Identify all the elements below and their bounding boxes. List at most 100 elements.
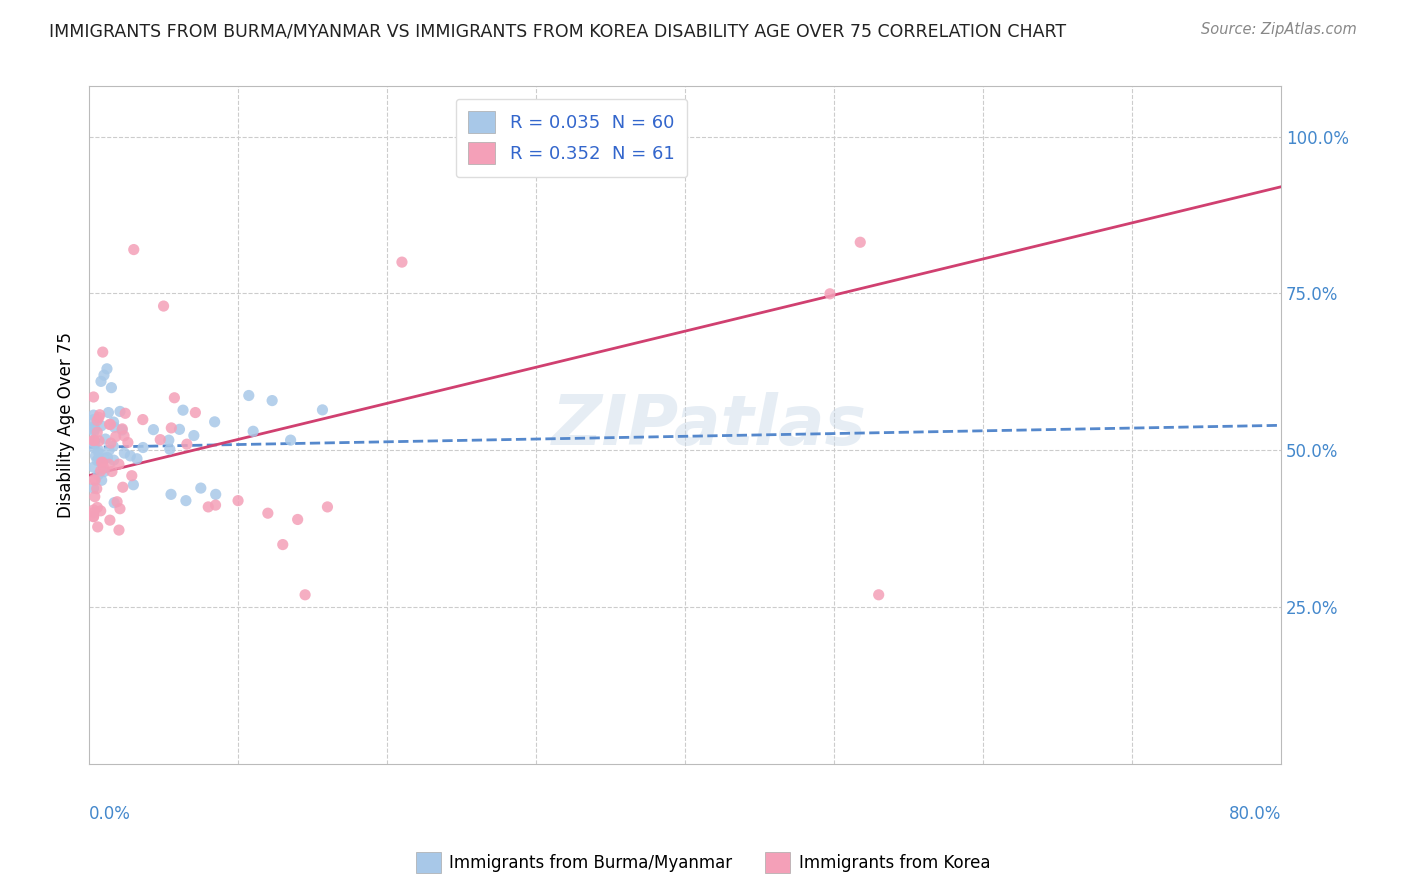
Point	[103, 453, 125, 467]
Point	[311, 402, 333, 417]
Point	[86, 482, 108, 496]
Point	[83, 421, 105, 435]
Point	[86, 413, 108, 427]
Point	[101, 465, 124, 479]
Point	[172, 403, 194, 417]
Point	[111, 423, 134, 437]
Text: 0.0%: 0.0%	[89, 805, 131, 823]
Point	[98, 417, 121, 432]
Point	[83, 434, 105, 448]
Point	[86, 520, 108, 534]
Point	[90, 375, 112, 389]
Point	[84, 473, 107, 487]
Point	[98, 513, 121, 527]
Point	[149, 433, 172, 447]
Point	[90, 455, 112, 469]
Point	[100, 436, 122, 450]
Point	[262, 393, 284, 408]
Point	[132, 441, 155, 455]
Point	[90, 464, 112, 478]
Point	[86, 453, 108, 467]
Point	[152, 299, 174, 313]
Point	[157, 433, 180, 447]
Point	[83, 506, 105, 520]
Point	[111, 422, 134, 436]
Point	[94, 432, 117, 446]
Point	[108, 404, 131, 418]
Point	[316, 500, 339, 514]
Point	[257, 506, 280, 520]
Point	[242, 424, 264, 438]
Point	[122, 477, 145, 491]
Point	[89, 408, 111, 422]
Point	[87, 446, 110, 460]
Point	[83, 441, 105, 455]
Point	[114, 406, 136, 420]
Point	[105, 494, 128, 508]
Point	[97, 406, 120, 420]
Point	[83, 434, 105, 448]
Point	[169, 422, 191, 436]
Point	[87, 443, 110, 458]
Text: ZIPatlas: ZIPatlas	[551, 392, 866, 458]
Point	[90, 418, 112, 433]
Point	[87, 467, 110, 482]
Point	[83, 420, 105, 434]
Point	[83, 435, 105, 450]
Point	[868, 588, 890, 602]
Point	[84, 449, 107, 463]
Point	[83, 490, 105, 504]
Point	[87, 451, 110, 466]
Point	[159, 442, 181, 457]
Point	[103, 496, 125, 510]
Point	[83, 422, 105, 436]
Point	[83, 434, 105, 449]
Point	[83, 503, 105, 517]
Point	[98, 443, 121, 458]
Point	[93, 461, 115, 475]
Point	[183, 428, 205, 442]
Point	[96, 361, 118, 376]
Point	[103, 420, 125, 434]
Point	[818, 286, 841, 301]
Legend: R = 0.035  N = 60, R = 0.352  N = 61: R = 0.035 N = 60, R = 0.352 N = 61	[456, 99, 688, 178]
Point	[93, 368, 115, 383]
Point	[100, 381, 122, 395]
Point	[83, 460, 105, 475]
Point	[84, 434, 107, 449]
Point	[122, 243, 145, 257]
Point	[108, 523, 131, 537]
Point	[93, 465, 115, 479]
Point	[91, 455, 114, 469]
Point	[100, 417, 122, 432]
Y-axis label: Disability Age Over 75: Disability Age Over 75	[58, 333, 75, 518]
Point	[204, 415, 226, 429]
Point	[87, 434, 110, 448]
Point	[238, 388, 260, 402]
Point	[91, 345, 114, 359]
Point	[391, 255, 413, 269]
Point	[83, 435, 105, 450]
Point	[108, 501, 131, 516]
Point	[103, 415, 125, 429]
Point	[83, 434, 105, 449]
Point	[849, 235, 872, 250]
Point	[226, 493, 249, 508]
Point	[174, 493, 197, 508]
Point	[125, 451, 148, 466]
Text: IMMIGRANTS FROM BURMA/MYANMAR VS IMMIGRANTS FROM KOREA DISABILITY AGE OVER 75 CO: IMMIGRANTS FROM BURMA/MYANMAR VS IMMIGRA…	[49, 22, 1066, 40]
Point	[90, 473, 112, 487]
Point	[83, 509, 105, 524]
Point	[104, 429, 127, 443]
Point	[160, 487, 183, 501]
Point	[111, 480, 134, 494]
Point	[96, 450, 118, 465]
Point	[142, 423, 165, 437]
Point	[184, 405, 207, 419]
Point	[83, 481, 105, 495]
Point	[90, 504, 112, 518]
Point	[132, 412, 155, 426]
Point	[87, 410, 110, 425]
Point	[93, 451, 115, 466]
Point	[120, 449, 142, 463]
